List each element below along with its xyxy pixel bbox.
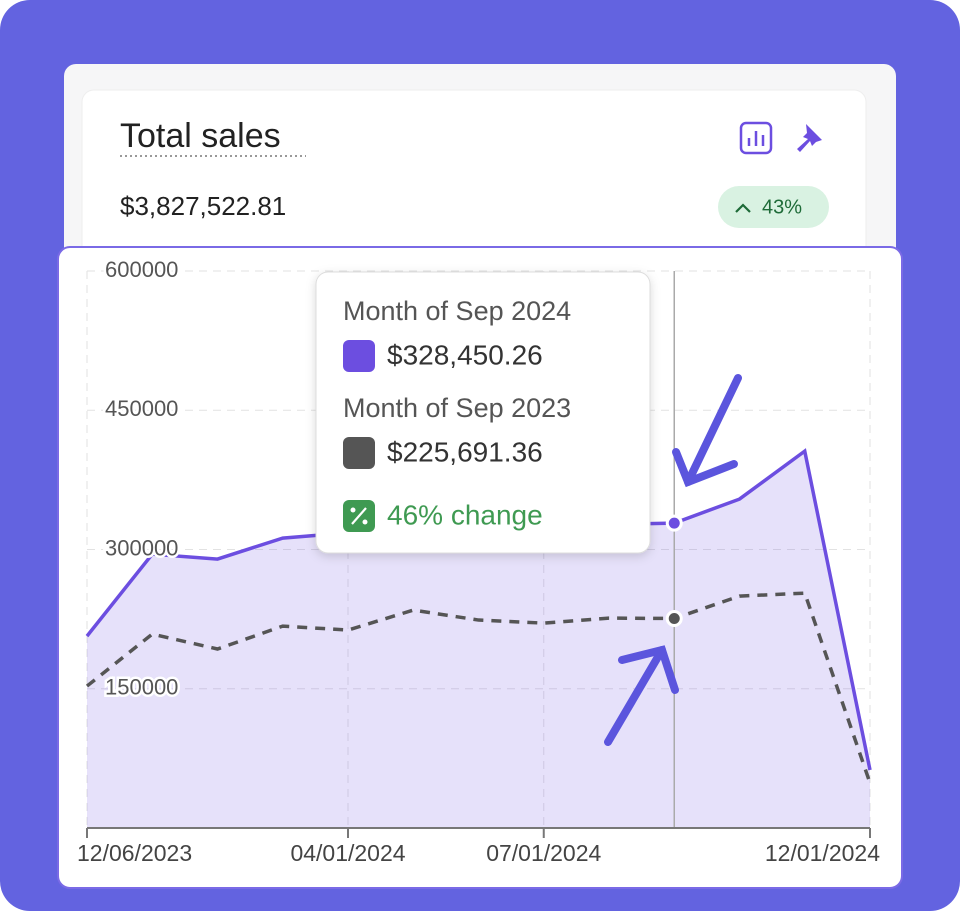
y-tick-label: 600000 [105, 257, 178, 282]
tooltip-box [315, 271, 651, 554]
percent-slash [351, 507, 367, 525]
y-tick-label: 300000 [105, 535, 178, 560]
series-line [85, 591, 872, 784]
x-tick-label: 04/01/2024 [290, 840, 405, 866]
plot: 12/06/2023 04/01/2024 07/01/2024 12/01/2024… [77, 254, 880, 866]
change-badge [718, 186, 829, 228]
pin-icon[interactable] [797, 124, 822, 152]
tooltip-current-label: Month of Sep 2024 [343, 296, 571, 326]
tooltip-previous-value: $225,691.36 [387, 436, 543, 467]
card-title: Total sales [120, 117, 281, 155]
percent-dot [362, 519, 368, 525]
x-tick-label: 12/01/2024 [765, 840, 880, 866]
x-tick-label: 07/01/2024 [486, 840, 601, 866]
tooltip: Month of Sep 2024 $328,450.26 Month of S… [315, 271, 651, 554]
badge-text: 43% [762, 196, 802, 218]
tooltip-change: 46% change [387, 499, 543, 530]
y-tick-label: 150000 [105, 675, 178, 700]
hover-dot [665, 514, 683, 532]
tooltip-current-value: $328,450.26 [387, 339, 543, 370]
y-tick-label: 450000 [105, 396, 178, 421]
x-tick-label: 12/06/2023 [77, 840, 192, 866]
badge-chevron [735, 203, 751, 213]
tooltip-previous-label: Month of Sep 2023 [343, 393, 571, 423]
tooltip-swatch [343, 437, 375, 469]
hover-dot [665, 609, 683, 627]
percent-dot [350, 507, 356, 513]
chart-icon[interactable] [739, 121, 773, 155]
chart-card [57, 246, 903, 889]
total-value: $3,827,522.81 [120, 191, 286, 221]
tooltip-swatch [343, 340, 375, 372]
annotation-arrows [604, 374, 742, 746]
